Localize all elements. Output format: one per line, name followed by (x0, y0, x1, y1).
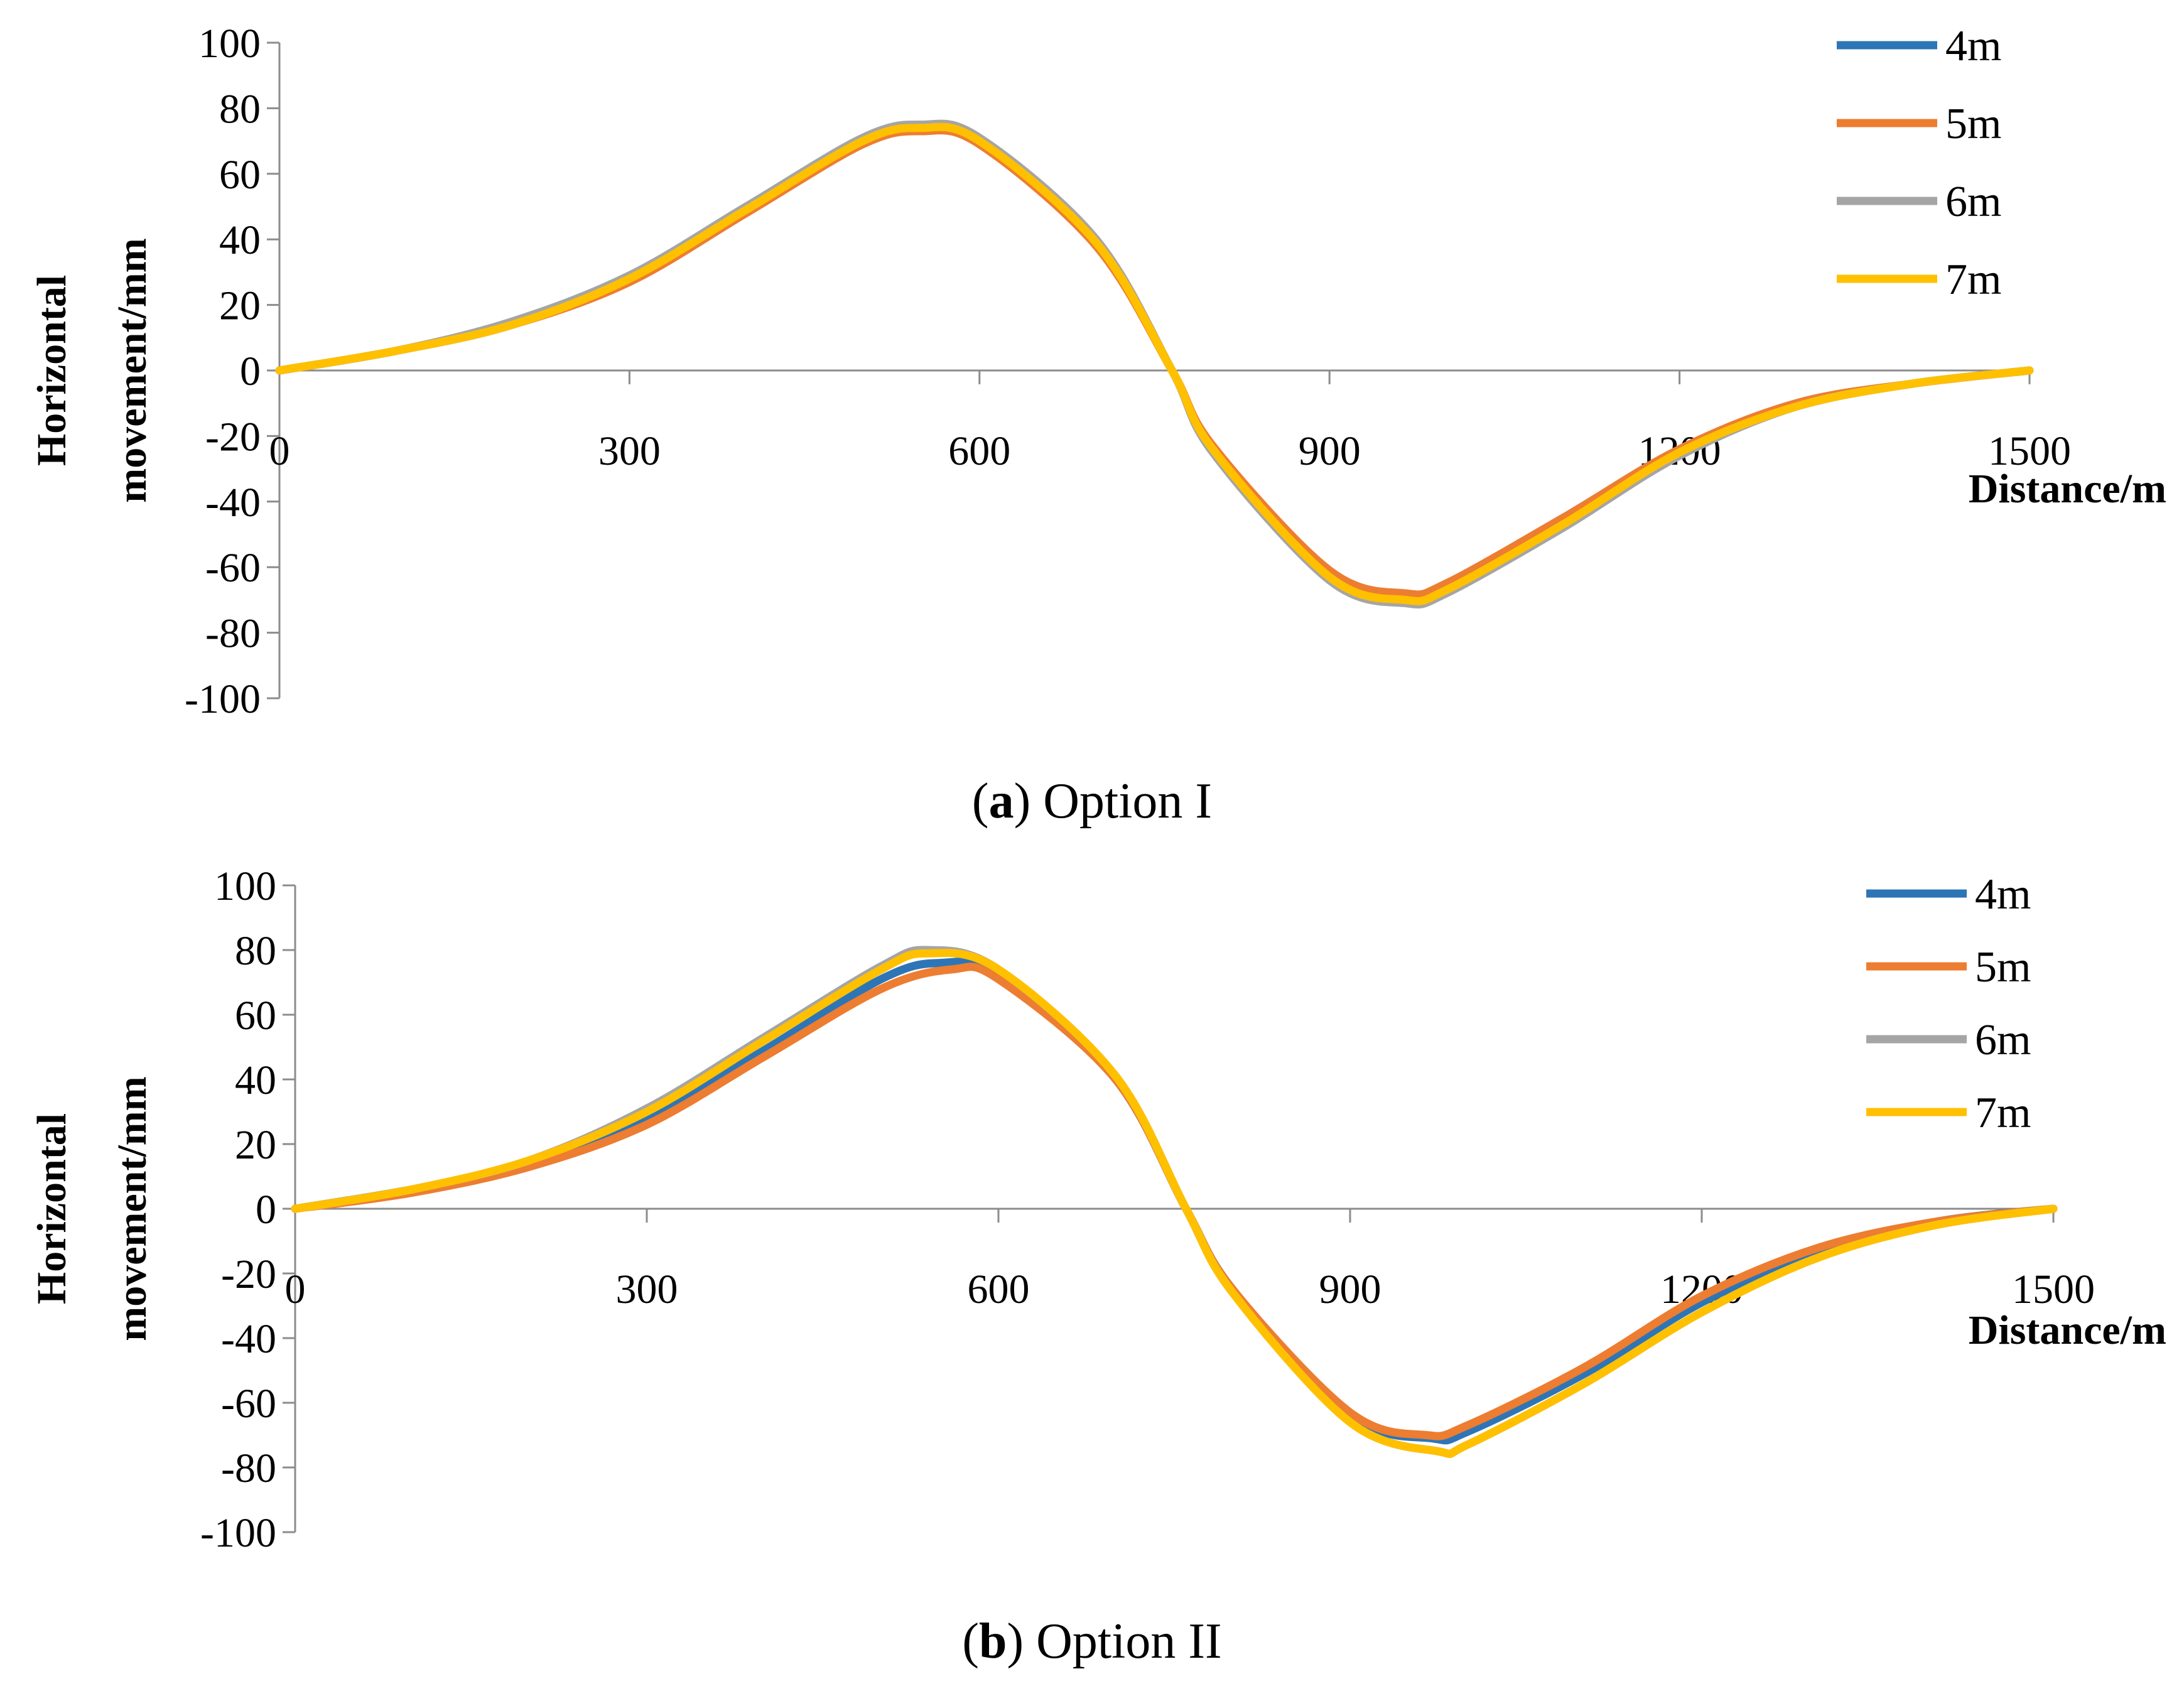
y-tick-label: 100 (214, 863, 276, 909)
series-line-7m (291, 949, 2058, 1458)
panel-caption: (b) Option II (962, 1614, 1221, 1669)
x-axis-title: Distance/m (1969, 466, 2166, 512)
y-axis-title-line2: movement/mm (109, 238, 155, 503)
series-line-7m (275, 122, 2034, 605)
y-tick-label: -20 (205, 414, 261, 460)
y-tick-label: 40 (235, 1057, 276, 1103)
y-axis-title-line2: movement/mm (109, 1076, 155, 1341)
x-tick-label: 600 (948, 428, 1010, 474)
series-line-4m (291, 958, 2058, 1445)
y-tick-label: 100 (198, 21, 261, 67)
y-tick-label: -40 (205, 480, 261, 526)
series-line-5m (275, 126, 2034, 599)
y-axis-title: Horizontal (29, 1113, 75, 1304)
y-tick-label: -60 (221, 1381, 276, 1427)
caption-paren-open: ( (972, 774, 989, 829)
x-tick-label: 1500 (2012, 1267, 2095, 1312)
y-tick-label: -80 (221, 1445, 276, 1491)
legend: 4m 5m 6m 7m (1837, 22, 2001, 304)
panel-caption: (a) Option I (972, 774, 1212, 829)
x-tick-label: 600 (968, 1267, 1030, 1312)
caption-paren-open: ( (962, 1614, 979, 1669)
x-tick-label: 300 (598, 428, 661, 474)
caption-text: Option II (1036, 1614, 1222, 1669)
caption-letter: a (989, 774, 1014, 829)
caption-text: Option I (1043, 774, 1212, 829)
y-tick-label: 20 (235, 1122, 276, 1168)
y-tick-label: -40 (221, 1316, 276, 1362)
y-tick-label: -60 (205, 545, 261, 591)
legend: 4m 5m 6m 7m (1866, 870, 2031, 1137)
y-tick-label: 80 (219, 86, 261, 132)
y-tick-label: 40 (219, 217, 261, 263)
x-tick-label: 300 (616, 1267, 678, 1312)
x-tick-label: 0 (269, 428, 290, 474)
series-line-6m (291, 946, 2058, 1458)
caption-paren-close: ) (1014, 774, 1044, 829)
x-axis-title: Distance/m (1969, 1307, 2166, 1353)
legend-label: 5m (1945, 100, 2001, 148)
caption-letter: b (979, 1614, 1007, 1669)
series-line-4m (275, 122, 2034, 605)
legend-label: 7m (1975, 1089, 2031, 1137)
y-tick-label: -100 (200, 1510, 276, 1556)
legend-label: 5m (1975, 943, 2031, 991)
y-tick-label: 0 (256, 1187, 276, 1233)
x-tick-label: 0 (285, 1267, 306, 1312)
x-tick-label: 900 (1299, 428, 1361, 474)
legend-label: 6m (1945, 178, 2001, 226)
legend-label: 6m (1975, 1016, 2031, 1064)
y-tick-label: 20 (219, 283, 261, 329)
series-line-5m (291, 963, 2058, 1440)
caption-paren-close: ) (1007, 1614, 1036, 1669)
x-tick-label: 1500 (1988, 428, 2071, 474)
legend-label: 4m (1975, 870, 2031, 919)
y-tick-label: 80 (235, 928, 276, 974)
y-tick-label: -20 (221, 1251, 276, 1297)
legend-label: 4m (1945, 22, 2001, 70)
series-line-6m (275, 119, 2034, 609)
y-tick-label: 60 (235, 993, 276, 1039)
y-tick-label: -80 (205, 611, 261, 657)
y-axis-title: Horizontal (29, 275, 75, 466)
y-tick-label: 60 (219, 152, 261, 198)
legend-label: 7m (1945, 256, 2001, 304)
x-tick-label: 900 (1319, 1267, 1381, 1312)
y-tick-label: 0 (240, 348, 261, 394)
y-tick-label: -100 (185, 676, 261, 722)
